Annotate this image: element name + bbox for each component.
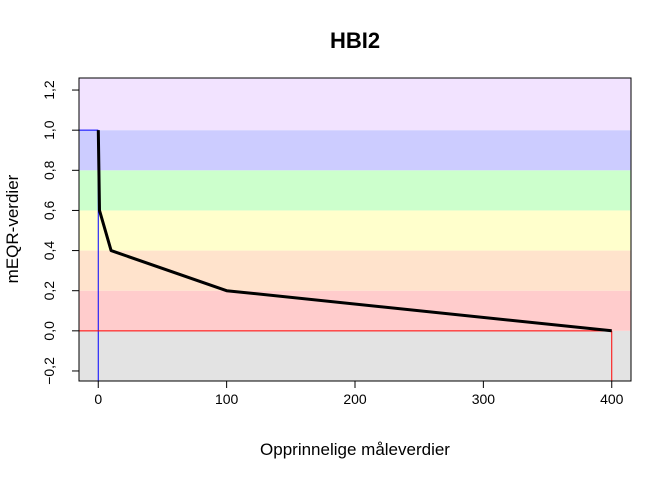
x-tick-label: 400 (600, 391, 624, 407)
x-tick-label: 200 (343, 391, 367, 407)
y-axis-label: mEQR-verdier (3, 174, 22, 283)
series-layer (96, 130, 612, 333)
y-tick-label: 0,4 (41, 241, 57, 261)
y-tick-label: 1,0 (41, 120, 57, 140)
x-tick-label: 100 (215, 391, 239, 407)
y-tick-label: 1,2 (41, 80, 57, 100)
band-2 (79, 250, 631, 291)
x-tick-label: 0 (94, 391, 102, 407)
x-axis-label: Opprinnelige måleverdier (260, 440, 450, 459)
y-tick-label: 0,0 (41, 321, 57, 341)
x-axis: 0 100 200 300 400 (94, 380, 624, 407)
y-tick-label: 0,6 (41, 200, 57, 220)
band-4 (79, 170, 631, 211)
y-tick-label: 0,2 (41, 281, 57, 301)
quality-bands (79, 78, 631, 381)
band-6 (79, 78, 631, 131)
y-tick-label: −0,2 (41, 357, 57, 385)
band-3 (79, 210, 631, 251)
chart-title: HBI2 (330, 28, 380, 53)
y-tick-label: 0,8 (41, 160, 57, 180)
x-tick-label: 300 (472, 391, 496, 407)
y-axis: −0,2 0,0 0,2 0,4 0,6 0,8 1,0 1,2 (41, 80, 80, 385)
band-5 (79, 130, 631, 171)
band-0 (79, 330, 631, 381)
series-line-0 (96, 130, 612, 333)
